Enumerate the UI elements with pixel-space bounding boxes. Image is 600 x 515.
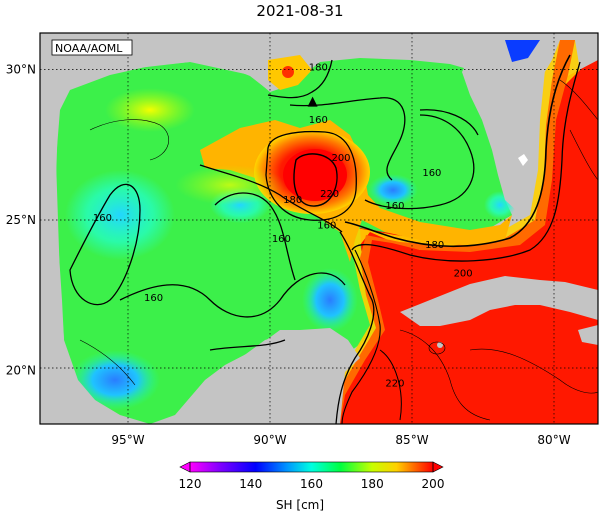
contour-thin-3 [559, 79, 598, 121]
atlantic-cold-corner [505, 40, 540, 62]
contour-160-loop [419, 109, 479, 136]
contour-label-10: 160 [144, 293, 163, 304]
graticule [40, 33, 598, 424]
yucatan-land [210, 328, 360, 424]
credit-label: NOAA/AOML [55, 42, 123, 55]
lat-label-1: 25°N [6, 213, 36, 227]
credit-box [51, 39, 133, 56]
contour-160-west [69, 183, 141, 306]
colorbar-gradient [190, 462, 433, 472]
lat-label-0: 30°N [6, 63, 36, 77]
lon-label-0: 95°W [111, 433, 144, 447]
contour-label-8: 160 [422, 168, 441, 179]
warm-patch-north [105, 88, 195, 132]
mexico-land [40, 33, 480, 424]
contour-160-east [364, 114, 475, 210]
contour-200-loop [351, 61, 581, 262]
lon-label-1: 90°W [253, 433, 286, 447]
contour-200-eddy [265, 130, 357, 221]
contour-label-6: 160 [272, 234, 291, 245]
gulf-water [56, 58, 512, 424]
eddy-core [283, 149, 347, 201]
caribbean-water [330, 60, 598, 424]
station-marker-icon [307, 96, 318, 107]
contour-label-7: 160 [385, 201, 404, 212]
cuba-land [400, 276, 598, 326]
latitude-labels: 30°N 25°N 20°N [6, 63, 36, 378]
contour-thin-5 [428, 341, 446, 355]
colorbar-tick-2: 160 [300, 477, 323, 491]
cool-patch-east [368, 174, 418, 206]
contour-label-9: 160 [93, 213, 112, 224]
cool-patch-sw [70, 350, 160, 410]
contour-thin-2 [469, 348, 598, 394]
colorbar-tick-3: 180 [361, 477, 384, 491]
colorbar-tick-1: 140 [239, 477, 262, 491]
contour-thin-1 [399, 329, 491, 421]
contour-label-3: 220 [320, 189, 339, 200]
contour-180-loop [344, 54, 571, 248]
contour-label-2: 200 [331, 153, 350, 164]
contour-label-13: 220 [385, 379, 404, 390]
contour-180-south [335, 231, 375, 424]
island-small [437, 342, 443, 348]
contour-label-1: 160 [309, 115, 328, 126]
delta-red [282, 66, 294, 78]
contour-220-eddy [293, 153, 338, 207]
colorbar-max-arrow [433, 462, 443, 472]
lon-label-3: 80°W [537, 433, 570, 447]
map-frame [39, 32, 599, 425]
contour-160-south [119, 272, 346, 318]
lon-label-2: 85°W [395, 433, 428, 447]
contour-labels: 180 160 200 220 180 160 160 160 160 160 160 180 200 2… [93, 62, 473, 390]
longitude-labels: 95°W 90°W 85°W 80°W [111, 433, 570, 447]
colorbar-tick-4: 200 [422, 477, 445, 491]
contour-160-north [289, 97, 406, 181]
atlantic-orange-band [332, 40, 575, 424]
contour-180-mid [199, 164, 343, 233]
contour-label-11: 180 [425, 240, 444, 251]
colorbar-label: SH [cm] [276, 498, 324, 512]
colorbar-min-arrow [180, 462, 190, 472]
florida-land [462, 40, 560, 212]
contour-label-4: 180 [283, 195, 302, 206]
island-haiti [578, 325, 598, 345]
contour-220-south [379, 349, 402, 421]
colorbar-tick-0: 120 [179, 477, 202, 491]
contour-label-12: 200 [454, 269, 473, 280]
lake-okeechobee [518, 154, 528, 166]
contour-label-0: 180 [309, 62, 328, 73]
cool-patch-west [65, 170, 175, 260]
contour-thin-4 [569, 129, 598, 181]
lat-label-2: 20°N [6, 364, 36, 378]
contour-thin-7 [79, 339, 136, 386]
map-title: 2021-08-31 [256, 2, 344, 20]
cool-patch-south [302, 268, 358, 332]
colorbar: 120 140 160 180 200 SH [cm] [179, 461, 445, 512]
contour-200-south [341, 249, 381, 424]
warm-patch-west [175, 165, 285, 205]
contour-160-sw [209, 339, 286, 351]
contour-label-5: 160 [317, 221, 336, 232]
